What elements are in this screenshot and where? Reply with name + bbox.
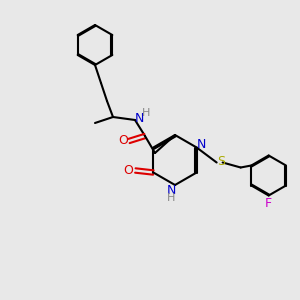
- Text: N: N: [166, 184, 176, 196]
- Text: F: F: [265, 197, 272, 210]
- Text: N: N: [134, 112, 144, 124]
- Text: H: H: [167, 193, 175, 203]
- Text: O: O: [118, 134, 128, 148]
- Text: O: O: [123, 164, 133, 177]
- Text: H: H: [142, 108, 150, 118]
- Text: S: S: [217, 155, 225, 168]
- Text: N: N: [197, 138, 206, 151]
